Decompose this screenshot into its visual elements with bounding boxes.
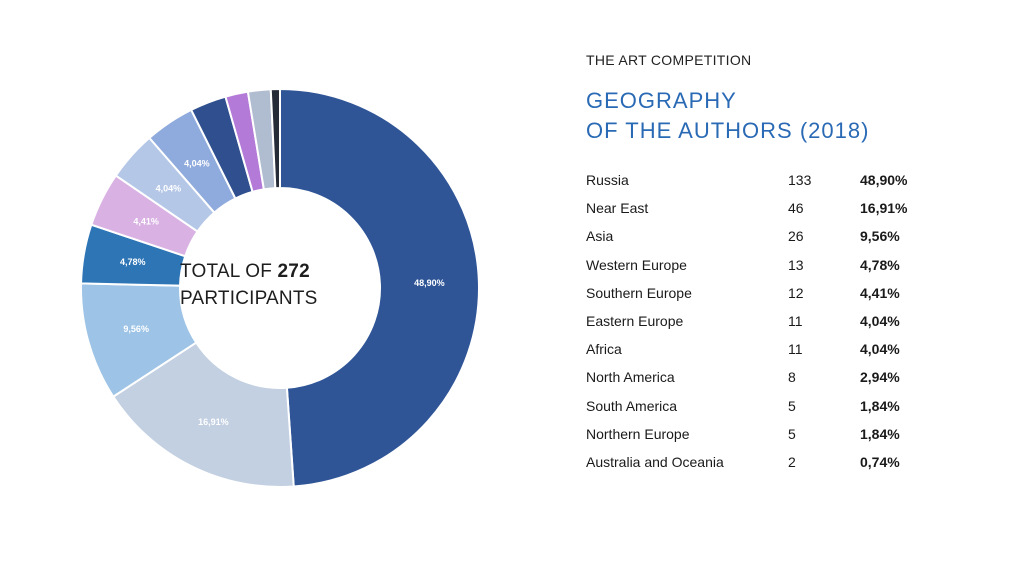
legend-row: Western Europe 13 4,78% [586,257,986,285]
slice-label: 4,78% [120,257,146,267]
region-name: Australia and Oceania [586,453,724,470]
slice-australia-and-oceania [269,87,281,190]
region-percent: 1,84% [860,397,900,414]
pre-title: THE ART COMPETITION [586,52,752,68]
total-value: 272 [277,261,310,282]
region-percent: 1,84% [860,425,900,442]
total-prefix: TOTAL OF [180,261,273,282]
region-name: Eastern Europe [586,312,684,329]
region-name: Asia [586,228,614,245]
region-name: North America [586,369,675,386]
slice-label: 4,41% [133,216,159,226]
legend-row: Northern Europe 5 1,84% [586,426,986,454]
slice-label: 48,90% [414,278,445,288]
legend-row: Africa 11 4,04% [586,341,986,369]
region-percent: 4,41% [860,284,900,301]
region-name: Western Europe [586,256,687,273]
region-count: 2 [788,453,796,470]
region-name: Near East [586,200,649,217]
region-count: 46 [788,200,804,217]
region-percent: 16,91% [860,200,908,217]
region-count: 5 [788,397,796,414]
legend-row: North America 8 2,94% [586,369,986,397]
region-count: 26 [788,228,804,245]
title-line-1: GEOGRAPHY [586,88,737,113]
region-name: Southern Europe [586,284,692,301]
region-percent: 4,04% [860,312,900,329]
region-name: Northern Europe [586,425,690,442]
legend-row: Eastern Europe 11 4,04% [586,313,986,341]
total-suffix: PARTICIPANTS [180,288,318,309]
slice-label: 9,56% [123,324,149,334]
total-participants-label: TOTAL OF 272 PARTICIPANTS [180,258,380,312]
region-percent: 4,78% [860,256,900,273]
region-count: 133 [788,172,812,188]
slice-label: 4,04% [184,159,210,169]
region-name: South America [586,397,678,414]
legend-row: Australia and Oceania 2 0,74% [586,454,986,482]
slice-label: 16,91% [198,417,229,427]
region-count: 13 [788,256,804,273]
region-count: 8 [788,369,796,386]
legend-row: Asia 26 9,56% [586,228,986,256]
region-count: 11 [788,341,803,358]
legend-row: Southern Europe 12 4,41% [586,285,986,313]
region-count: 5 [788,425,796,442]
region-percent: 9,56% [860,228,900,245]
donut-chart: 48,90% 16,91% 9,56% 4,78% 4,41% 4,04% 4,04% [80,87,480,488]
region-percent: 2,94% [860,369,900,386]
region-percent: 48,90% [860,172,908,188]
title-line-2: OF THE AUTHORS (2018) [586,118,870,143]
slice-label: 4,04% [156,184,182,194]
region-name: Russia [586,172,629,188]
region-percent: 0,74% [860,453,900,470]
region-name: Africa [586,341,622,358]
region-count: 11 [788,312,803,329]
chart-title: GEOGRAPHY OF THE AUTHORS (2018) [586,86,1016,146]
legend-table: Russia 133 48,90% Near East 46 16,91% Asia 26 9,… [586,172,986,482]
region-percent: 4,04% [860,341,900,358]
region-count: 12 [788,284,804,301]
legend-row: Near East 46 16,91% [586,200,986,228]
legend-row: Russia 133 48,90% [586,172,986,200]
slice-near-east [111,341,295,488]
legend-row: South America 5 1,84% [586,398,986,426]
slice-russia [279,87,480,488]
